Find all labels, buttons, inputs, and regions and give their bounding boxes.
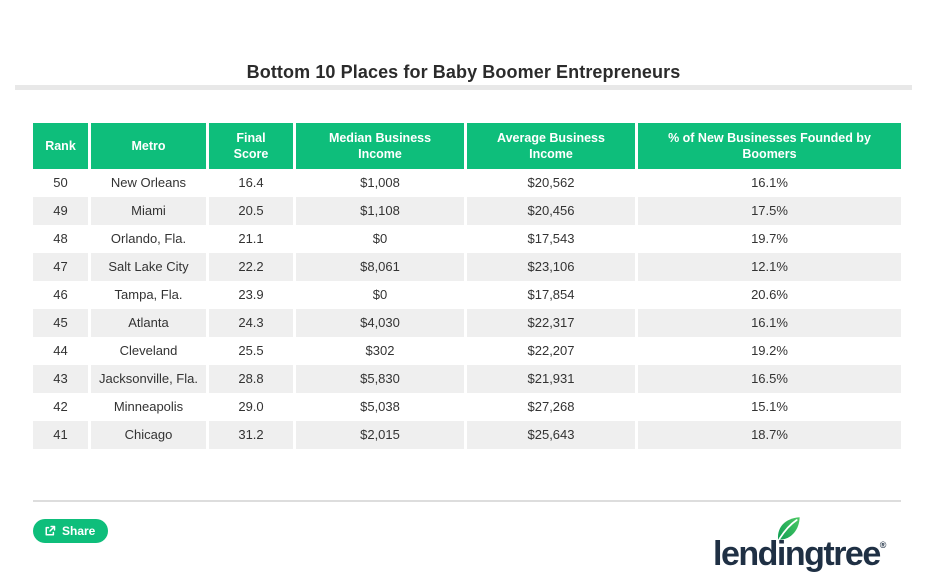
- cell-final-score: 23.9: [209, 281, 293, 309]
- cell-pct-founded-by-boomers: 15.1%: [638, 393, 901, 421]
- header-cell-pct-founded-by-boomers: % of New Businesses Founded by Boomers: [638, 123, 901, 169]
- header-cell-metro: Metro: [91, 123, 206, 169]
- table-header: Rank Metro Final Score Median Business I…: [33, 123, 901, 169]
- cell-average-business-income: $17,854: [467, 281, 635, 309]
- table-row: 43 Jacksonville, Fla. 28.8 $5,830 $21,93…: [33, 365, 901, 393]
- cell-rank: 47: [33, 253, 88, 281]
- cell-final-score: 20.5: [209, 197, 293, 225]
- cell-rank: 44: [33, 337, 88, 365]
- cell-median-business-income: $0: [296, 281, 464, 309]
- cell-average-business-income: $23,106: [467, 253, 635, 281]
- cell-average-business-income: $22,207: [467, 337, 635, 365]
- cell-median-business-income: $5,038: [296, 393, 464, 421]
- cell-pct-founded-by-boomers: 16.5%: [638, 365, 901, 393]
- cell-metro: Salt Lake City: [91, 253, 206, 281]
- cell-final-score: 31.2: [209, 421, 293, 449]
- leaf-icon: [775, 515, 801, 547]
- share-button-label: Share: [62, 524, 96, 538]
- cell-final-score: 28.8: [209, 365, 293, 393]
- cell-metro: New Orleans: [91, 169, 206, 197]
- table-row: 48 Orlando, Fla. 21.1 $0 $17,543 19.7%: [33, 225, 901, 253]
- table-row: 44 Cleveland 25.5 $302 $22,207 19.2%: [33, 337, 901, 365]
- cell-pct-founded-by-boomers: 19.2%: [638, 337, 901, 365]
- cell-final-score: 22.2: [209, 253, 293, 281]
- cell-median-business-income: $302: [296, 337, 464, 365]
- cell-rank: 48: [33, 225, 88, 253]
- cell-average-business-income: $25,643: [467, 421, 635, 449]
- cell-metro: Cleveland: [91, 337, 206, 365]
- share-button[interactable]: Share: [33, 519, 109, 543]
- cell-pct-founded-by-boomers: 17.5%: [638, 197, 901, 225]
- cell-metro: Chicago: [91, 421, 206, 449]
- cell-rank: 43: [33, 365, 88, 393]
- cell-final-score: 21.1: [209, 225, 293, 253]
- cell-median-business-income: $2,015: [296, 421, 464, 449]
- cell-metro: Jacksonville, Fla.: [91, 365, 206, 393]
- cell-pct-founded-by-boomers: 19.7%: [638, 225, 901, 253]
- cell-average-business-income: $21,931: [467, 365, 635, 393]
- cell-final-score: 16.4: [209, 169, 293, 197]
- cell-average-business-income: $27,268: [467, 393, 635, 421]
- table-row: 42 Minneapolis 29.0 $5,038 $27,268 15.1%: [33, 393, 901, 421]
- cell-final-score: 29.0: [209, 393, 293, 421]
- table-row: 46 Tampa, Fla. 23.9 $0 $17,854 20.6%: [33, 281, 901, 309]
- cell-median-business-income: $0: [296, 225, 464, 253]
- table-row: 45 Atlanta 24.3 $4,030 $22,317 16.1%: [33, 309, 901, 337]
- cell-rank: 41: [33, 421, 88, 449]
- share-icon: [44, 525, 56, 537]
- cell-median-business-income: $1,008: [296, 169, 464, 197]
- table-row: 49 Miami 20.5 $1,108 $20,456 17.5%: [33, 197, 901, 225]
- lendingtree-logo[interactable]: lendingtree®: [713, 514, 905, 578]
- cell-rank: 46: [33, 281, 88, 309]
- cell-median-business-income: $4,030: [296, 309, 464, 337]
- cell-pct-founded-by-boomers: 12.1%: [638, 253, 901, 281]
- bottom-divider: [33, 500, 901, 502]
- table-body: 50 New Orleans 16.4 $1,008 $20,562 16.1%…: [33, 169, 901, 449]
- rankings-table: Rank Metro Final Score Median Business I…: [33, 123, 901, 449]
- cell-metro: Orlando, Fla.: [91, 225, 206, 253]
- cell-average-business-income: $20,456: [467, 197, 635, 225]
- top-divider: [15, 85, 912, 90]
- logo-wordmark: lendingtree®: [713, 535, 887, 573]
- cell-median-business-income: $1,108: [296, 197, 464, 225]
- table-row: 47 Salt Lake City 22.2 $8,061 $23,106 12…: [33, 253, 901, 281]
- cell-average-business-income: $20,562: [467, 169, 635, 197]
- header-cell-average-business-income: Average Business Income: [467, 123, 635, 169]
- cell-average-business-income: $22,317: [467, 309, 635, 337]
- page-title: Bottom 10 Places for Baby Boomer Entrepr…: [246, 62, 681, 83]
- cell-median-business-income: $8,061: [296, 253, 464, 281]
- cell-metro: Miami: [91, 197, 206, 225]
- registered-mark: ®: [879, 540, 887, 550]
- cell-pct-founded-by-boomers: 20.6%: [638, 281, 901, 309]
- cell-pct-founded-by-boomers: 16.1%: [638, 309, 901, 337]
- header-cell-final-score: Final Score: [209, 123, 293, 169]
- cell-rank: 49: [33, 197, 88, 225]
- table-row: 41 Chicago 31.2 $2,015 $25,643 18.7%: [33, 421, 901, 449]
- cell-final-score: 25.5: [209, 337, 293, 365]
- cell-rank: 45: [33, 309, 88, 337]
- cell-metro: Minneapolis: [91, 393, 206, 421]
- header-cell-rank: Rank: [33, 123, 88, 169]
- header-cell-median-business-income: Median Business Income: [296, 123, 464, 169]
- cell-median-business-income: $5,830: [296, 365, 464, 393]
- table-row: 50 New Orleans 16.4 $1,008 $20,562 16.1%: [33, 169, 901, 197]
- cell-pct-founded-by-boomers: 16.1%: [638, 169, 901, 197]
- cell-metro: Atlanta: [91, 309, 206, 337]
- cell-average-business-income: $17,543: [467, 225, 635, 253]
- cell-final-score: 24.3: [209, 309, 293, 337]
- cell-metro: Tampa, Fla.: [91, 281, 206, 309]
- cell-pct-founded-by-boomers: 18.7%: [638, 421, 901, 449]
- table-header-row: Rank Metro Final Score Median Business I…: [33, 123, 901, 169]
- cell-rank: 42: [33, 393, 88, 421]
- cell-rank: 50: [33, 169, 88, 197]
